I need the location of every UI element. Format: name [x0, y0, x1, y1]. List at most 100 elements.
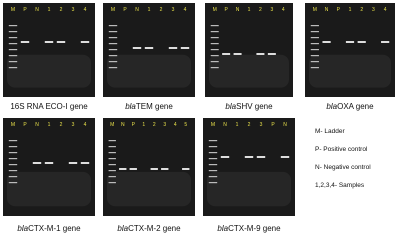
dna-band — [220, 156, 230, 158]
dna-band — [267, 53, 276, 55]
caption: 16S RNA ECO-I gene — [10, 102, 88, 111]
gel-glow — [107, 54, 191, 88]
ladder-band — [310, 49, 319, 51]
legend-item: M- Ladder — [315, 128, 345, 135]
lane-label: 2 — [153, 122, 156, 128]
ladder-band — [108, 61, 118, 63]
ladder-band — [8, 146, 18, 148]
ladder-band — [310, 37, 319, 39]
caption-text: CTX-M-1 gene — [28, 224, 81, 233]
caption: blaSHV gene — [225, 102, 273, 111]
caption-italic: bla — [117, 224, 128, 233]
lane-label: 4 — [174, 122, 177, 128]
ladder-band — [8, 49, 18, 51]
ladder-band — [8, 182, 18, 184]
ladder-band — [8, 67, 18, 69]
legend-item: P- Positive control — [315, 146, 368, 153]
ladder-band — [108, 164, 116, 166]
caption-text: CTX-M-9 gene — [228, 224, 281, 233]
lane-label: 4 — [282, 7, 285, 13]
caption-italic: bla — [17, 224, 28, 233]
ladder-band — [210, 55, 219, 57]
caption-italic: bla — [125, 102, 136, 111]
ladder-band — [310, 67, 319, 69]
dna-band — [256, 53, 265, 55]
gel-glow — [207, 171, 291, 207]
caption: blaOXA gene — [326, 102, 374, 111]
lane-label: M — [111, 7, 115, 13]
ladder-band — [108, 152, 116, 154]
gel-glow — [209, 54, 289, 88]
lane-label: 4 — [84, 7, 87, 13]
ladder-band — [210, 25, 219, 27]
lane-label: P — [132, 122, 136, 128]
ladder-band — [310, 31, 319, 33]
lane-label: 4 — [184, 7, 187, 13]
dna-band — [80, 41, 90, 43]
ladder-band — [210, 67, 219, 69]
ladder-band — [8, 158, 18, 160]
lane-label: 4 — [384, 7, 387, 13]
dna-band — [182, 168, 190, 170]
lane-label: 1 — [236, 122, 239, 128]
ladder-band — [108, 170, 116, 172]
ladder-band — [208, 146, 218, 148]
dna-band — [56, 41, 66, 43]
lane-label: N — [35, 122, 39, 128]
ladder-band — [8, 176, 18, 178]
dna-band — [150, 168, 158, 170]
dna-band — [132, 47, 142, 49]
ladder-band — [310, 61, 319, 63]
lane-label: N — [236, 7, 240, 13]
caption: blaCTX-M-2 gene — [117, 224, 181, 233]
dna-band — [44, 162, 54, 164]
dna-band — [280, 156, 290, 158]
ladder-band — [108, 25, 118, 27]
ladder-band — [208, 164, 218, 166]
ladder-band — [8, 140, 18, 142]
ladder-band — [208, 152, 218, 154]
lane-label: 1 — [142, 122, 145, 128]
lane-label: 1 — [48, 7, 51, 13]
caption-text: 16S RNA ECO-I gene — [10, 102, 88, 111]
gel-glow — [7, 54, 91, 88]
dna-band — [44, 41, 54, 43]
dna-band — [244, 156, 254, 158]
lane-label: 2 — [259, 7, 262, 13]
ladder-band — [8, 25, 18, 27]
dna-band — [20, 41, 30, 43]
lane-label: 5 — [184, 122, 187, 128]
lane-label: P — [224, 7, 228, 13]
dna-band — [32, 162, 42, 164]
lane-label: P — [337, 7, 341, 13]
lane-label: M — [11, 7, 15, 13]
lane-label: M — [211, 122, 215, 128]
lane-label: 3 — [72, 7, 75, 13]
dna-band — [119, 168, 127, 170]
ladder-band — [210, 61, 219, 63]
ladder-band — [208, 182, 218, 184]
ladder-band — [8, 170, 18, 172]
ladder-band — [8, 31, 18, 33]
lane-label: N — [121, 122, 125, 128]
caption-italic: bla — [217, 224, 228, 233]
ladder-band — [208, 158, 218, 160]
dna-band — [129, 168, 137, 170]
lane-label: 3 — [172, 7, 175, 13]
legend-item: 1,2,3,4- Samples — [315, 182, 365, 189]
lane-label: M — [313, 7, 317, 13]
ladder-band — [210, 31, 219, 33]
caption-italic: bla — [326, 102, 337, 111]
lane-label: 1 — [148, 7, 151, 13]
ladder-band — [210, 43, 219, 45]
caption-italic: bla — [225, 102, 236, 111]
dna-band — [381, 41, 390, 43]
ladder-band — [108, 158, 116, 160]
ladder-band — [108, 43, 118, 45]
lane-label: 3 — [372, 7, 375, 13]
lane-label: N — [135, 7, 139, 13]
dna-band — [168, 47, 178, 49]
dna-band — [357, 41, 366, 43]
lane-label: 2 — [248, 122, 251, 128]
ladder-band — [108, 49, 118, 51]
